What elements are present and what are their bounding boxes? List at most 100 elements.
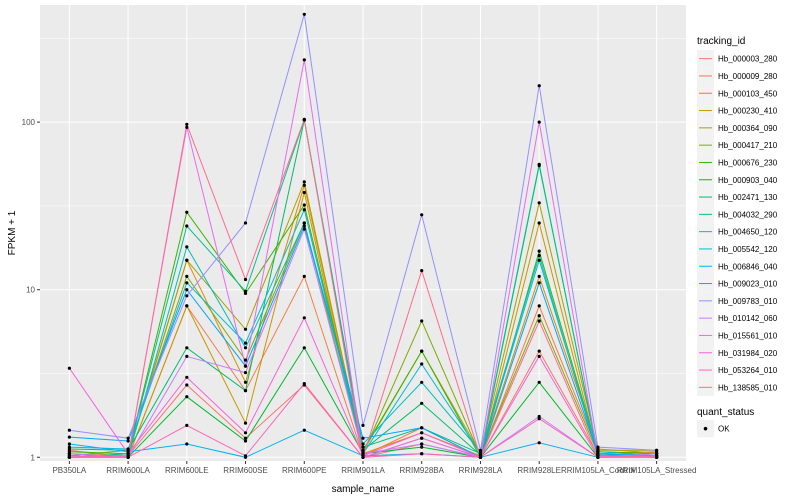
data-point [596,455,600,459]
data-point [243,289,248,293]
y-tick-label: 10 [26,286,35,295]
data-point [420,213,424,217]
y-tick-label: 1 [31,453,36,462]
data-point [243,454,248,458]
data-point [420,445,424,449]
x-tick-label: RRIM928LE [517,466,561,475]
data-point [478,455,483,459]
data-point [185,383,189,387]
data-point [185,304,189,308]
data-point [302,208,306,212]
legend-entry-label: Hb_004032_290 [718,210,778,219]
data-point [302,190,306,195]
data-point [420,349,424,353]
data-point [67,455,71,459]
data-point [361,436,365,440]
data-point [302,203,306,207]
data-point [243,341,248,345]
data-point [243,291,248,295]
data-point [537,120,541,124]
data-point [185,395,189,399]
data-point [537,441,541,445]
data-point [537,417,541,421]
data-point [67,442,71,446]
data-point [537,249,541,253]
data-point [243,380,248,384]
data-point [420,442,424,446]
data-point [537,349,541,353]
data-point [361,445,365,449]
x-tick-label: RRIM928LA [459,466,503,475]
legend-entry-label: Hb_000003_280 [718,55,778,64]
data-point [302,346,306,350]
data-point [243,358,248,362]
data-point [185,375,189,379]
legend-entry-label: Hb_004650_120 [718,228,778,237]
data-point [537,281,541,285]
data-point [302,227,306,231]
data-point [420,362,424,366]
data-point [420,452,424,456]
data-point [185,210,189,214]
x-tick-label: RRIM600LA [106,466,150,475]
data-point [302,274,306,278]
legend-entry-label: Hb_009023_010 [718,280,778,289]
x-tick-label: RRIM600PE [282,466,326,475]
data-point [67,445,71,449]
legend-entry-label: Hb_000903_040 [718,176,778,185]
x-tick-label: RRIM105LA_Control [561,466,635,475]
data-point [537,84,541,88]
legend-entry-label: Hb_000009_280 [718,72,778,81]
data-point [537,319,541,323]
data-point [185,281,189,285]
legend-title: tracking_id [697,36,745,47]
data-point [185,423,189,427]
legend-entry-label: Hb_000676_230 [718,158,778,167]
data-point [243,277,248,282]
data-point [126,452,130,456]
legend-entry-label: Hb_000230_410 [718,107,778,116]
data-point [67,428,71,432]
data-point [537,258,541,262]
data-point [243,421,248,425]
data-point [420,269,424,273]
legend-entry-label: Hb_000417_210 [718,141,778,150]
data-point [185,224,189,228]
shape-legend-point [703,426,708,431]
data-point [537,162,541,166]
data-point [243,439,248,443]
data-point [185,122,189,126]
data-point [537,414,541,419]
data-point [126,439,130,443]
data-point [596,445,600,449]
data-point [185,442,189,446]
data-point [126,436,130,440]
data-point [478,448,483,452]
data-point [302,12,306,16]
data-point [420,401,424,405]
data-point [302,58,306,62]
x-tick-label: RRIM600SE [223,466,267,475]
data-point [302,316,306,320]
x-tick-label: RRIM105LA_Stressed [617,466,697,475]
data-point [243,389,248,393]
data-point [243,221,248,225]
legend-entry-label: Hb_000103_450 [718,89,778,98]
data-point [537,201,541,205]
data-point [185,294,189,298]
legend-entry-label: Hb_002471_130 [718,193,778,202]
x-tick-label: RRIM901LA [341,466,385,475]
data-point [126,447,130,451]
data-point [185,274,189,278]
data-point [185,346,189,350]
data-point [67,366,71,370]
data-point [655,448,659,452]
data-point [537,380,541,384]
data-point [185,125,189,129]
data-point [302,224,306,228]
data-point [302,221,306,225]
legend-entry-label: Hb_015561_010 [718,331,778,340]
data-point [420,380,424,384]
x-tick-label: RRIM600LE [165,466,209,475]
